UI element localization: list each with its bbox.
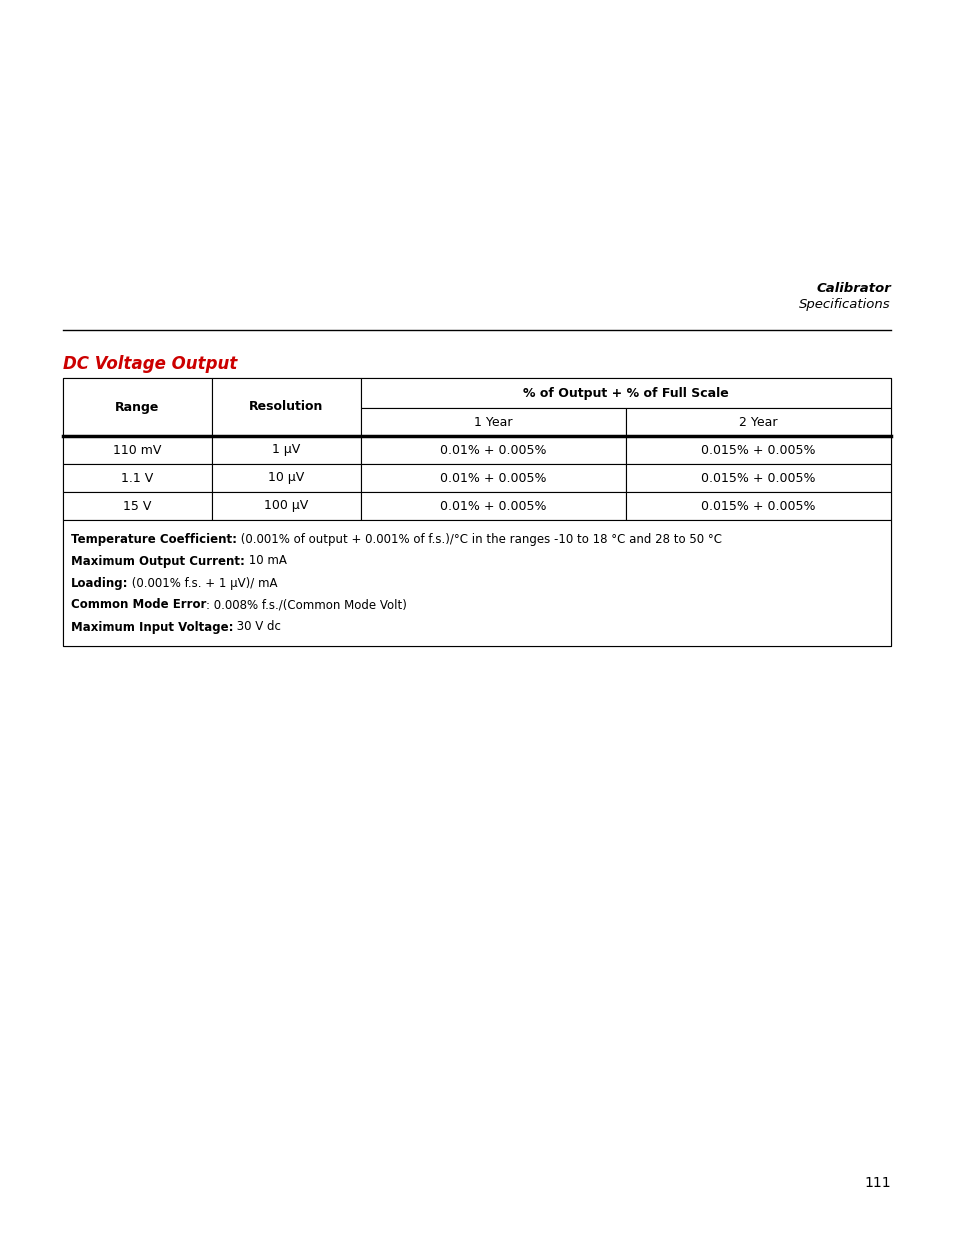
Text: Temperature Coefficient:: Temperature Coefficient:	[71, 532, 236, 546]
Text: Common Mode Error: Common Mode Error	[71, 599, 206, 611]
Bar	[212, 378, 360, 436]
Text: 110 mV: 110 mV	[113, 443, 162, 457]
Bar	[360, 464, 625, 492]
Text: 1 μV: 1 μV	[273, 443, 300, 457]
Text: 2 Year: 2 Year	[739, 415, 777, 429]
Bar	[212, 464, 360, 492]
Bar	[212, 492, 360, 520]
Text: % of Output + % of Full Scale: % of Output + % of Full Scale	[522, 387, 728, 399]
Text: Calibrator: Calibrator	[816, 282, 890, 295]
Text: 0.015% + 0.005%: 0.015% + 0.005%	[700, 443, 815, 457]
Bar	[360, 408, 625, 436]
Bar	[625, 408, 890, 436]
Text: 0.015% + 0.005%: 0.015% + 0.005%	[700, 499, 815, 513]
Text: 0.01% + 0.005%: 0.01% + 0.005%	[440, 443, 546, 457]
Text: Resolution: Resolution	[249, 400, 323, 414]
Bar	[63, 464, 212, 492]
Bar	[63, 492, 212, 520]
Text: 10 mA: 10 mA	[245, 555, 287, 568]
Text: 100 μV: 100 μV	[264, 499, 309, 513]
Text: 0.01% + 0.005%: 0.01% + 0.005%	[440, 499, 546, 513]
Bar	[63, 378, 890, 646]
Bar	[360, 492, 625, 520]
Text: Maximum Output Current:: Maximum Output Current:	[71, 555, 245, 568]
Bar	[63, 378, 212, 436]
Bar	[360, 436, 625, 464]
Text: 1.1 V: 1.1 V	[121, 472, 153, 484]
Text: 15 V: 15 V	[123, 499, 152, 513]
Text: 1 Year: 1 Year	[474, 415, 513, 429]
Text: 30 V dc: 30 V dc	[233, 620, 281, 634]
Text: Maximum Input Voltage:: Maximum Input Voltage:	[71, 620, 233, 634]
Text: (0.001% of output + 0.001% of f.s.)/°C in the ranges -10 to 18 °C and 28 to 50 °: (0.001% of output + 0.001% of f.s.)/°C i…	[236, 532, 721, 546]
Text: : 0.008% f.s./(Common Mode Volt): : 0.008% f.s./(Common Mode Volt)	[206, 599, 407, 611]
Text: 0.015% + 0.005%: 0.015% + 0.005%	[700, 472, 815, 484]
Bar	[63, 520, 890, 646]
Bar	[625, 436, 890, 464]
Text: 111: 111	[863, 1176, 890, 1191]
Bar	[212, 436, 360, 464]
Text: Loading:: Loading:	[71, 577, 129, 589]
Bar	[63, 436, 212, 464]
Text: (0.001% f.s. + 1 μV)/ mA: (0.001% f.s. + 1 μV)/ mA	[129, 577, 277, 589]
Bar	[625, 492, 890, 520]
Bar	[360, 378, 890, 408]
Text: DC Voltage Output: DC Voltage Output	[63, 354, 237, 373]
Text: Range: Range	[115, 400, 159, 414]
Text: 0.01% + 0.005%: 0.01% + 0.005%	[440, 472, 546, 484]
Text: 10 μV: 10 μV	[268, 472, 304, 484]
Text: Specifications: Specifications	[799, 298, 890, 311]
Bar	[625, 464, 890, 492]
